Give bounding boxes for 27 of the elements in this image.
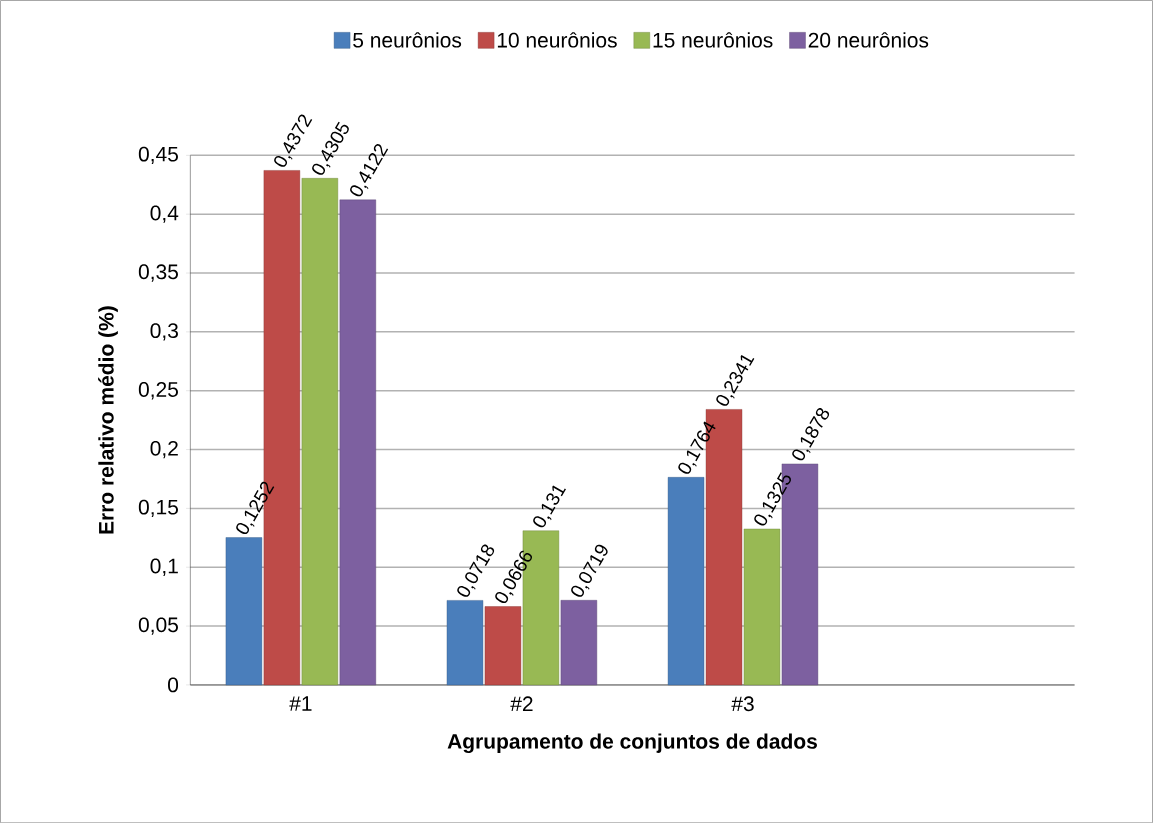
- bar: [446, 600, 484, 685]
- legend-label: 10 neurônios: [497, 31, 617, 48]
- bar: [484, 606, 522, 685]
- y-tick-label: 0,45: [138, 146, 178, 164]
- y-axis-title: Erro relativo médio (%): [98, 306, 118, 534]
- bar: [339, 199, 376, 685]
- y-tick-label: 0,3: [150, 323, 178, 341]
- legend-label: 15 neurônios: [653, 31, 773, 48]
- y-tick-label: 0,35: [138, 264, 178, 282]
- bar: [560, 599, 598, 685]
- y-tick-label: 0,15: [138, 499, 178, 517]
- bar: [225, 537, 263, 685]
- y-tick-label: 0,25: [138, 381, 178, 400]
- x-tick-label: #1: [289, 696, 312, 711]
- x-axis-title: Agrupamento de conjuntos de dados: [447, 733, 817, 753]
- legend-label: 20 neurônios: [808, 31, 929, 48]
- y-tick-label: 0: [168, 677, 179, 693]
- y-tick-label: 0,05: [138, 617, 178, 635]
- legend-label: 5 neurônios: [353, 31, 462, 48]
- bar: [667, 476, 705, 685]
- y-tick-label: 0,4: [150, 205, 179, 223]
- y-tick-label: 0,2: [150, 440, 178, 459]
- bar: [743, 528, 781, 685]
- x-tick-label: #2: [510, 696, 533, 711]
- y-tick-label: 0,1: [150, 558, 178, 576]
- x-tick-label: #3: [731, 696, 754, 712]
- bar: [301, 177, 339, 685]
